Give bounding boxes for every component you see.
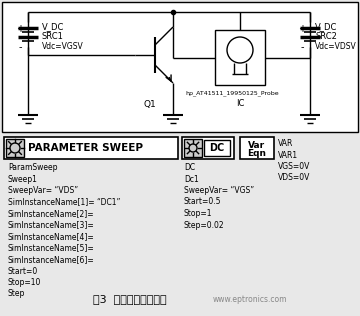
Text: Vdc=VGSV: Vdc=VGSV bbox=[42, 42, 84, 51]
Text: SimInstanceName[3]=: SimInstanceName[3]= bbox=[8, 221, 95, 229]
Text: V_DC: V_DC bbox=[315, 22, 337, 31]
Text: SweepVar= “VGS”: SweepVar= “VGS” bbox=[184, 186, 254, 195]
Text: Stop=10: Stop=10 bbox=[8, 278, 41, 287]
Text: SRC2: SRC2 bbox=[315, 32, 337, 41]
Text: SimInstanceName[4]=: SimInstanceName[4]= bbox=[8, 232, 95, 241]
Text: Eqn: Eqn bbox=[248, 149, 266, 158]
Bar bbox=[204, 140, 230, 156]
Bar bbox=[182, 137, 234, 159]
Text: hp_AT41511_19950125_Probe: hp_AT41511_19950125_Probe bbox=[185, 90, 279, 96]
Text: PARAMETER SWEEP: PARAMETER SWEEP bbox=[28, 143, 143, 153]
Text: ParamSweep: ParamSweep bbox=[8, 163, 58, 172]
Text: SimInstanceName[6]=: SimInstanceName[6]= bbox=[8, 255, 95, 264]
Text: SweepVar= “VDS”: SweepVar= “VDS” bbox=[8, 186, 78, 195]
Bar bbox=[2, 2, 358, 132]
Text: Sweep1: Sweep1 bbox=[8, 174, 38, 184]
Text: SimInstanceName[2]=: SimInstanceName[2]= bbox=[8, 209, 95, 218]
Bar bbox=[215, 30, 265, 85]
Text: VAR1: VAR1 bbox=[278, 150, 298, 160]
Text: Stop=1: Stop=1 bbox=[184, 209, 212, 218]
Bar bbox=[4, 137, 178, 159]
Text: 图3  封装模型仿真电路: 图3 封装模型仿真电路 bbox=[93, 294, 167, 304]
Text: Q1: Q1 bbox=[144, 100, 156, 109]
Text: DC: DC bbox=[210, 143, 225, 153]
Text: VDS=0V: VDS=0V bbox=[278, 173, 310, 183]
Text: Step=0.02: Step=0.02 bbox=[184, 221, 225, 229]
Bar bbox=[6, 139, 24, 157]
Bar bbox=[240, 137, 274, 159]
Text: SRC1: SRC1 bbox=[42, 32, 64, 41]
Text: www.eptronics.com: www.eptronics.com bbox=[213, 295, 287, 304]
Text: -: - bbox=[300, 42, 304, 52]
Text: +: + bbox=[16, 24, 24, 34]
Text: Start=0: Start=0 bbox=[8, 266, 38, 276]
Bar bbox=[184, 139, 202, 157]
Text: V_DC: V_DC bbox=[42, 22, 64, 31]
Text: Step: Step bbox=[8, 289, 25, 299]
Text: -: - bbox=[18, 42, 22, 52]
Text: VGS=0V: VGS=0V bbox=[278, 162, 310, 171]
Text: +: + bbox=[298, 24, 306, 34]
Text: DC: DC bbox=[184, 163, 195, 172]
Text: IC: IC bbox=[236, 99, 244, 108]
Text: VAR: VAR bbox=[278, 139, 293, 148]
Text: Start=0.5: Start=0.5 bbox=[184, 198, 221, 206]
Text: SimInstanceName[5]=: SimInstanceName[5]= bbox=[8, 244, 95, 252]
Text: Var: Var bbox=[248, 141, 266, 150]
Text: Vdc=VDSV: Vdc=VDSV bbox=[315, 42, 357, 51]
Text: SimInstanceName[1]= “DC1”: SimInstanceName[1]= “DC1” bbox=[8, 198, 120, 206]
Text: Dc1: Dc1 bbox=[184, 174, 199, 184]
